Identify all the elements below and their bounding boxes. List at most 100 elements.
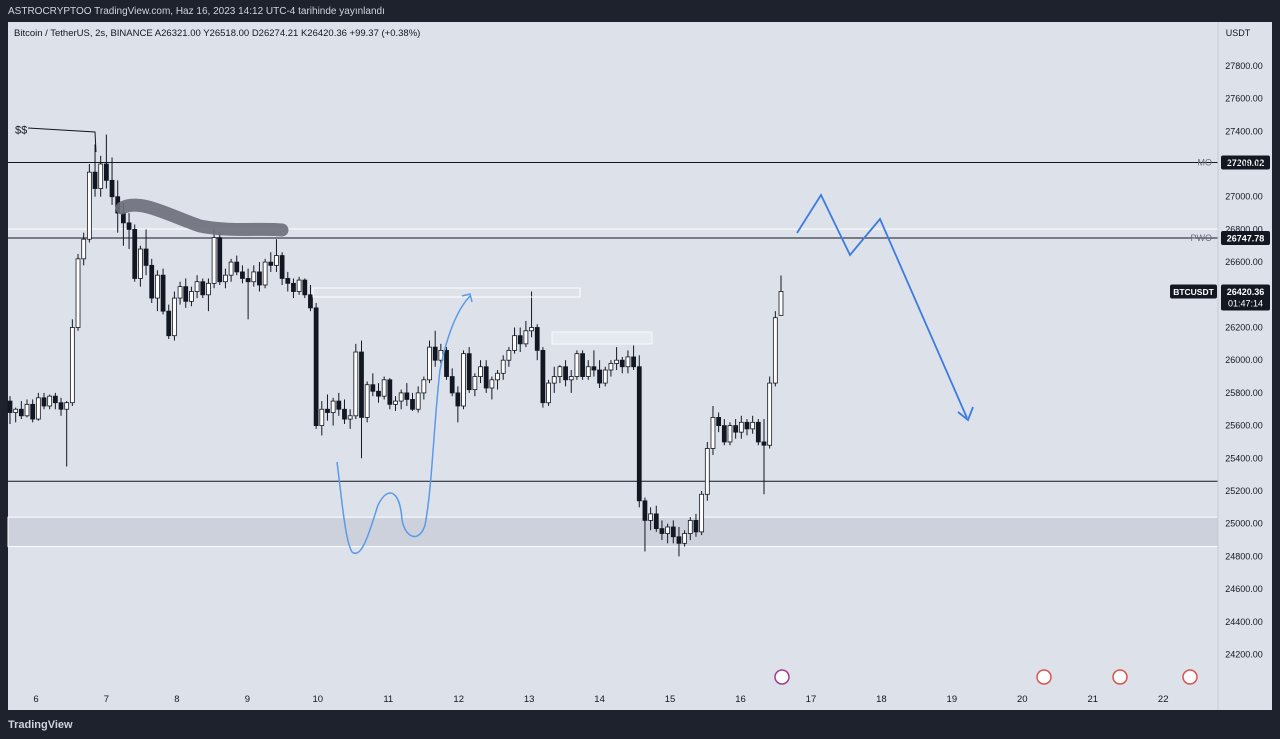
candle bbox=[279, 252, 285, 285]
candle bbox=[591, 350, 597, 377]
candle-body bbox=[585, 366, 591, 377]
current-price-tag bbox=[1221, 284, 1270, 311]
chart-area[interactable] bbox=[8, 22, 1272, 710]
resistance-box-1 bbox=[312, 287, 581, 298]
candle-body bbox=[472, 376, 478, 391]
projection-path bbox=[796, 193, 968, 419]
y-tick-label: 25800.00 bbox=[1225, 388, 1263, 398]
candle bbox=[398, 389, 404, 410]
candle bbox=[512, 327, 517, 354]
candle bbox=[704, 441, 710, 501]
candle-body bbox=[602, 369, 608, 384]
candle bbox=[523, 320, 529, 348]
candle-body bbox=[86, 171, 92, 240]
candle-body bbox=[398, 392, 404, 402]
candle-body bbox=[551, 376, 557, 384]
candles-layer bbox=[7, 134, 784, 557]
candle-body bbox=[342, 408, 347, 420]
candle-body bbox=[7, 400, 13, 413]
candle-body bbox=[330, 400, 336, 413]
y-tick-label: 27200.00 bbox=[1225, 159, 1263, 169]
candle bbox=[687, 517, 693, 541]
candle-body bbox=[359, 351, 364, 418]
candle-body bbox=[325, 408, 330, 413]
x-tick-label: 9 bbox=[245, 694, 250, 705]
candle-body bbox=[580, 353, 585, 377]
candle bbox=[302, 278, 308, 299]
y-tick-label: 25600.00 bbox=[1225, 421, 1263, 431]
candle bbox=[489, 376, 495, 400]
candle-body bbox=[274, 255, 279, 266]
candle bbox=[500, 355, 506, 380]
candle bbox=[143, 229, 149, 276]
candle bbox=[251, 265, 257, 287]
level-price-text-1: 26747.78 bbox=[1227, 233, 1265, 243]
candle-body bbox=[670, 526, 676, 538]
candle bbox=[415, 386, 421, 413]
candle-body bbox=[120, 212, 126, 224]
candle bbox=[517, 327, 523, 353]
candle bbox=[733, 419, 739, 439]
candle bbox=[665, 523, 671, 544]
y-tick-label: 27800.00 bbox=[1225, 61, 1263, 71]
candle-body bbox=[92, 171, 98, 189]
x-tick-label: 17 bbox=[806, 694, 817, 705]
candle-body bbox=[262, 261, 268, 286]
candle bbox=[449, 368, 455, 397]
candle-body bbox=[529, 327, 534, 332]
candle bbox=[631, 345, 636, 371]
candle-body bbox=[591, 366, 597, 371]
candle bbox=[342, 399, 347, 424]
candle-body bbox=[636, 366, 642, 502]
candle bbox=[330, 397, 336, 426]
candle-body bbox=[540, 349, 546, 404]
candle bbox=[81, 232, 87, 266]
candle-body bbox=[404, 392, 410, 400]
candle-body bbox=[755, 421, 761, 443]
candle-body bbox=[370, 384, 376, 392]
candle bbox=[155, 270, 160, 312]
candle bbox=[172, 291, 177, 341]
candle-body bbox=[478, 366, 483, 377]
candle-body bbox=[534, 327, 540, 351]
levels-layer: MO PWO $$ bbox=[8, 125, 1218, 482]
candle bbox=[69, 319, 75, 406]
symbol-legend: Bitcoin / TetherUS, 2s, BINANCE A26321.0… bbox=[14, 28, 421, 39]
y-tick-label: 26800.00 bbox=[1225, 224, 1263, 234]
candle-body bbox=[166, 310, 172, 337]
candle-body bbox=[716, 417, 722, 426]
candle bbox=[529, 291, 534, 338]
candle-body bbox=[495, 372, 500, 381]
candle bbox=[234, 255, 240, 276]
candle-body bbox=[687, 520, 693, 534]
candle bbox=[574, 350, 580, 380]
candle-body bbox=[432, 346, 438, 361]
y-tick-label: 25400.00 bbox=[1225, 453, 1263, 463]
candle-body bbox=[228, 261, 234, 276]
candle bbox=[47, 394, 53, 410]
candle-body bbox=[744, 421, 750, 430]
candle bbox=[682, 530, 688, 547]
level-price-tag-0 bbox=[1221, 155, 1270, 170]
candle bbox=[166, 304, 172, 339]
candle-body bbox=[682, 533, 688, 544]
candle bbox=[636, 355, 642, 508]
candle-body bbox=[18, 408, 24, 417]
candle-body bbox=[245, 278, 251, 283]
candle bbox=[410, 392, 415, 411]
candle-body bbox=[103, 163, 109, 181]
projection-arrowhead bbox=[957, 406, 974, 422]
us-flag-icon bbox=[1182, 669, 1198, 685]
candle bbox=[223, 268, 228, 289]
candle bbox=[381, 376, 387, 400]
footer: TradingView bbox=[0, 710, 1280, 739]
candle bbox=[608, 360, 614, 377]
candle-body bbox=[557, 366, 563, 377]
candle bbox=[461, 350, 466, 410]
candle bbox=[336, 392, 342, 416]
x-tick-label: 7 bbox=[104, 694, 109, 705]
drawings-layer bbox=[27, 127, 974, 555]
candle-body bbox=[313, 307, 319, 427]
candle bbox=[200, 278, 206, 299]
